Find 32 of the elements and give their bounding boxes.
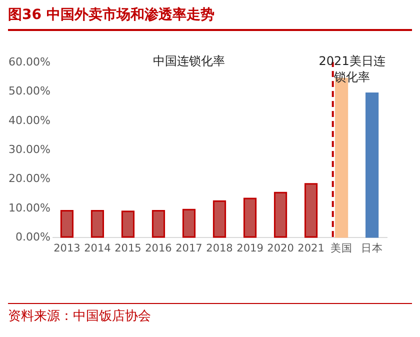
- x-tick-label: 美国: [330, 242, 353, 254]
- y-tick-label: 40.00%: [8, 114, 50, 127]
- y-tick-label: 0.00%: [16, 230, 50, 244]
- x-tick-label: 2019: [236, 242, 264, 254]
- chart-title: 图36 中国外卖市场和渗透率走势: [8, 6, 412, 31]
- bar: [90, 210, 104, 238]
- bar: [121, 210, 135, 238]
- x-tick-label: 2017: [176, 242, 202, 254]
- x-tick-label: 日本: [361, 242, 384, 254]
- x-tick-label: 2021: [298, 242, 324, 254]
- x-tick-label: 2020: [267, 242, 294, 254]
- annotation: 中国连锁化率: [152, 54, 225, 68]
- x-tick-label: 2016: [145, 242, 172, 254]
- annotation: 2021美日连锁化率: [318, 54, 386, 84]
- bar: [274, 192, 288, 238]
- text: 资料来源：中国饭店协会: [8, 303, 412, 325]
- bar: [366, 92, 379, 238]
- bar: [212, 200, 226, 238]
- y-tick-label: 30.00%: [8, 143, 50, 156]
- bar: [182, 208, 196, 238]
- x-tick-label: 2014: [84, 242, 112, 254]
- bar: [243, 198, 257, 238]
- bar: [304, 183, 318, 238]
- bar: [152, 210, 166, 238]
- y-tick-label: 20.00%: [8, 172, 50, 186]
- x-tick-label: 2018: [206, 242, 233, 254]
- y-tick-label: 10.00%: [8, 201, 50, 214]
- y-tick-label: 50.00%: [8, 84, 50, 98]
- bar: [60, 210, 74, 238]
- y-tick-label: 60.00%: [8, 56, 50, 68]
- x-tick-label: 2013: [54, 242, 80, 254]
- x-tick-label: 2015: [114, 242, 142, 254]
